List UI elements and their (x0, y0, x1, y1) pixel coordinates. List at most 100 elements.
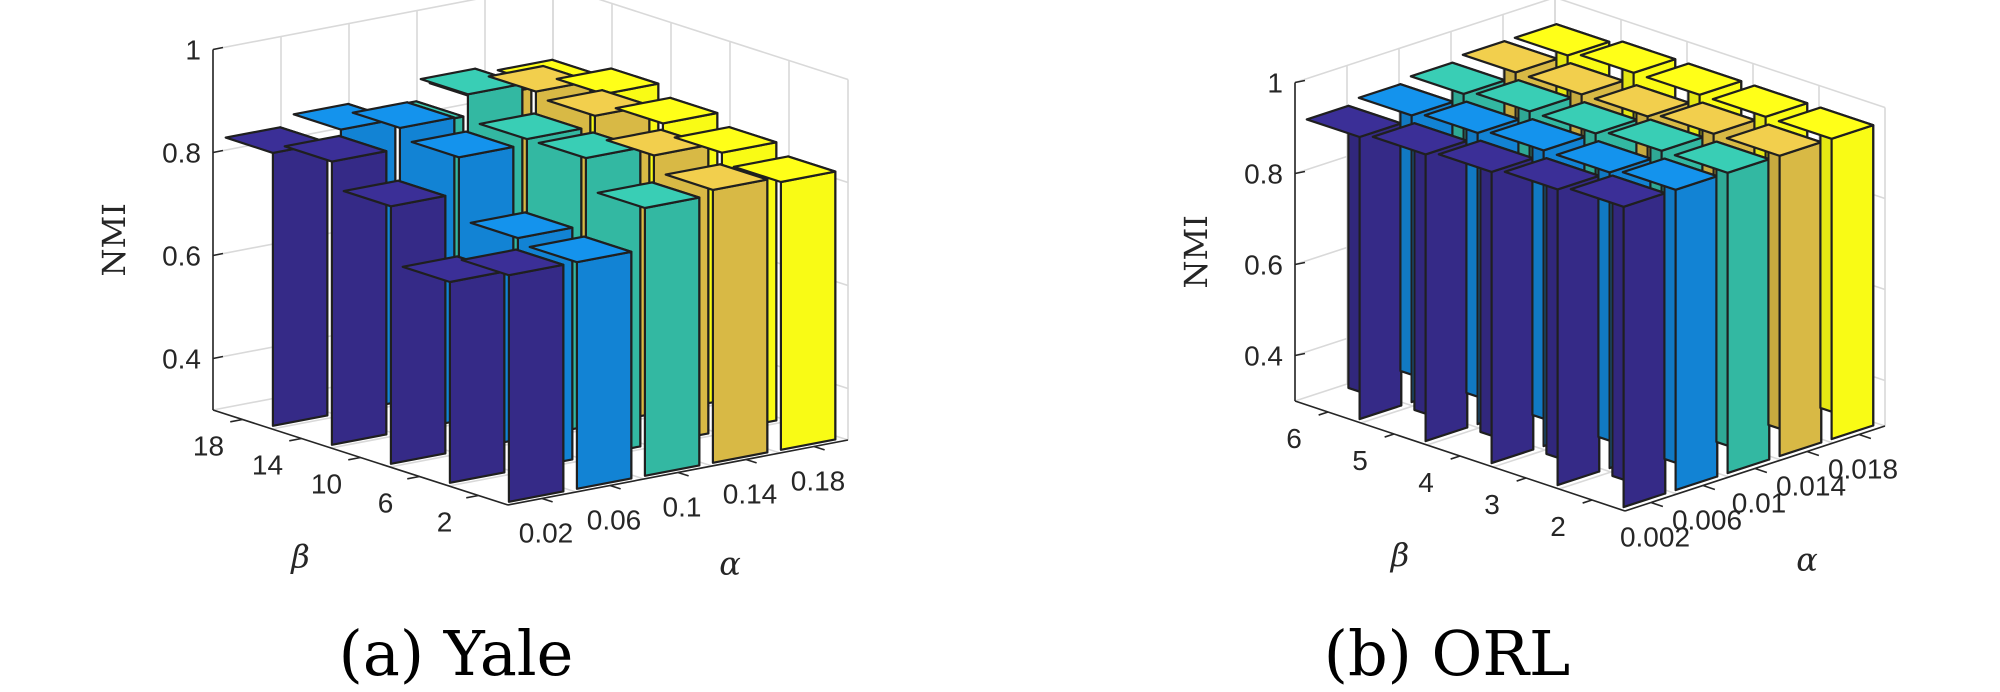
yale-bar-top (614, 96, 719, 125)
yale-bar (460, 248, 565, 503)
yale-bar-top (342, 179, 447, 208)
yale-bar-top (283, 134, 388, 163)
orl-z-tick (1294, 352, 1306, 357)
orl-bar-top (1437, 139, 1535, 173)
orl-z-tick (1294, 79, 1306, 84)
orl-alpha-tick-label: 0.01 (1732, 488, 1787, 519)
yale-bar (401, 255, 506, 484)
caption-yale: (a) Yale (339, 617, 574, 690)
orl-bar (1777, 106, 1875, 441)
yale-bar (732, 155, 837, 451)
orl-z-gridline (1294, 0, 1886, 109)
orl-bar-top (1513, 23, 1611, 57)
orl-beta-tick (1318, 411, 1329, 416)
yale-bar-top (605, 128, 710, 157)
yale-bar (528, 235, 633, 490)
orl-bar-top (1555, 140, 1653, 174)
orl-beta-tick (1450, 455, 1461, 460)
orl-bar (1503, 157, 1601, 487)
orl-bar-top (1711, 84, 1809, 118)
orl-bar-top (1409, 61, 1507, 96)
orl-beta-tick-label: 6 (1286, 423, 1302, 454)
yale-z-tick-label: 0.6 (162, 241, 201, 272)
yale-z-tick (212, 46, 224, 51)
yale-alpha-tick-label: 0.1 (663, 492, 702, 523)
yale-bar-top (401, 255, 506, 284)
yale-beta-tick-label: 6 (378, 488, 394, 519)
orl-bar-front (1830, 124, 1875, 441)
yale-z-tick (212, 252, 224, 257)
yale-z-tick-label: 0.8 (162, 138, 201, 169)
yale-bar (664, 163, 769, 464)
yale-alpha-tick-label: 0.02 (519, 518, 574, 549)
orl-z-tick-label: 0.4 (1244, 341, 1283, 372)
yale-bar (283, 134, 388, 446)
orl-bar-front (1490, 157, 1535, 465)
yale-bar-top (478, 112, 583, 141)
yale-beta-label: β (290, 538, 310, 576)
orl-bar-top (1593, 84, 1691, 118)
yale-bar-top (732, 155, 837, 184)
orl-alpha-tick-label: 0.014 (1776, 471, 1846, 502)
yale-alpha-tick-label: 0.06 (587, 505, 642, 536)
orl-bar-top (1659, 101, 1757, 135)
orl-bar-top (1503, 157, 1601, 191)
orl-bar-front (1358, 122, 1403, 421)
orl-bar-front (1778, 141, 1823, 458)
yale-bars (224, 58, 837, 503)
orl-bar-top (1475, 79, 1573, 113)
orl-z-tick (1294, 170, 1306, 175)
orl-bar-top (1461, 40, 1559, 74)
yale-alpha-tick (813, 445, 825, 451)
yale-beta-tick-label: 14 (252, 450, 283, 481)
orl-beta-tick (1582, 499, 1593, 504)
yale-bar-front (779, 170, 837, 451)
yale-z-tick-label: 1 (185, 35, 201, 66)
orl-bar-top (1777, 106, 1875, 140)
yale-bar (342, 179, 447, 465)
orl-bar-top (1673, 140, 1771, 174)
orl-z-tick-label: 0.6 (1244, 250, 1283, 281)
orl-z-tick-label: 0.8 (1244, 159, 1283, 190)
orl-alpha-tick-label: 0.006 (1672, 505, 1742, 536)
orl-alpha-tick (1702, 484, 1716, 491)
orl-bar-top (1541, 101, 1639, 135)
yale-z-label: NMI (95, 203, 133, 276)
orl-alpha-tick (1858, 433, 1872, 440)
yale-alpha-tick (609, 484, 621, 490)
orl-bar-top (1621, 157, 1719, 191)
orl-bar (1621, 157, 1719, 492)
orl-bar-top (1305, 104, 1403, 139)
orl-bar (1437, 139, 1535, 465)
orl-bars (1305, 23, 1875, 509)
orl-bar (1305, 104, 1403, 421)
orl-alpha-label: α (1796, 541, 1818, 579)
orl-beta-tick-label: 2 (1550, 511, 1566, 542)
yale-bar-top (555, 67, 660, 96)
yale-labels: 0.4 0.6 0.8 1 2 6 10 14 18 0.02 0.06 0.1 0.14 0.18 NMI… (95, 35, 845, 583)
orl-alpha-tick-label: 0.002 (1620, 522, 1690, 553)
yale-z-tick (212, 355, 224, 360)
orl-bar-front (1556, 174, 1601, 487)
yale-beta-tick (230, 418, 243, 423)
yale-beta-tick-label: 18 (193, 431, 224, 462)
orl-beta-tick (1384, 433, 1395, 438)
orl-bar-front (1726, 158, 1771, 475)
orl-bar (1569, 174, 1667, 509)
orl-z-label: NMI (1177, 215, 1215, 288)
orl-bar (1371, 122, 1469, 443)
yale-bar-top (673, 125, 778, 154)
yale-bar-top (460, 248, 565, 277)
orl-beta-label: β (1390, 536, 1410, 574)
orl-beta-tick-label: 3 (1484, 489, 1500, 520)
panel-yale: 0.4 0.6 0.8 1 2 6 10 14 18 0.02 0.06 0.1 0.14 0.18 NMI… (95, 0, 849, 690)
orl-bar-top (1423, 100, 1521, 134)
orl-bar (1673, 140, 1771, 475)
orl-bar-top (1607, 118, 1705, 152)
yale-bar-top (419, 67, 524, 96)
orl-bar-top (1357, 83, 1455, 117)
yale-bar-front (711, 178, 769, 464)
